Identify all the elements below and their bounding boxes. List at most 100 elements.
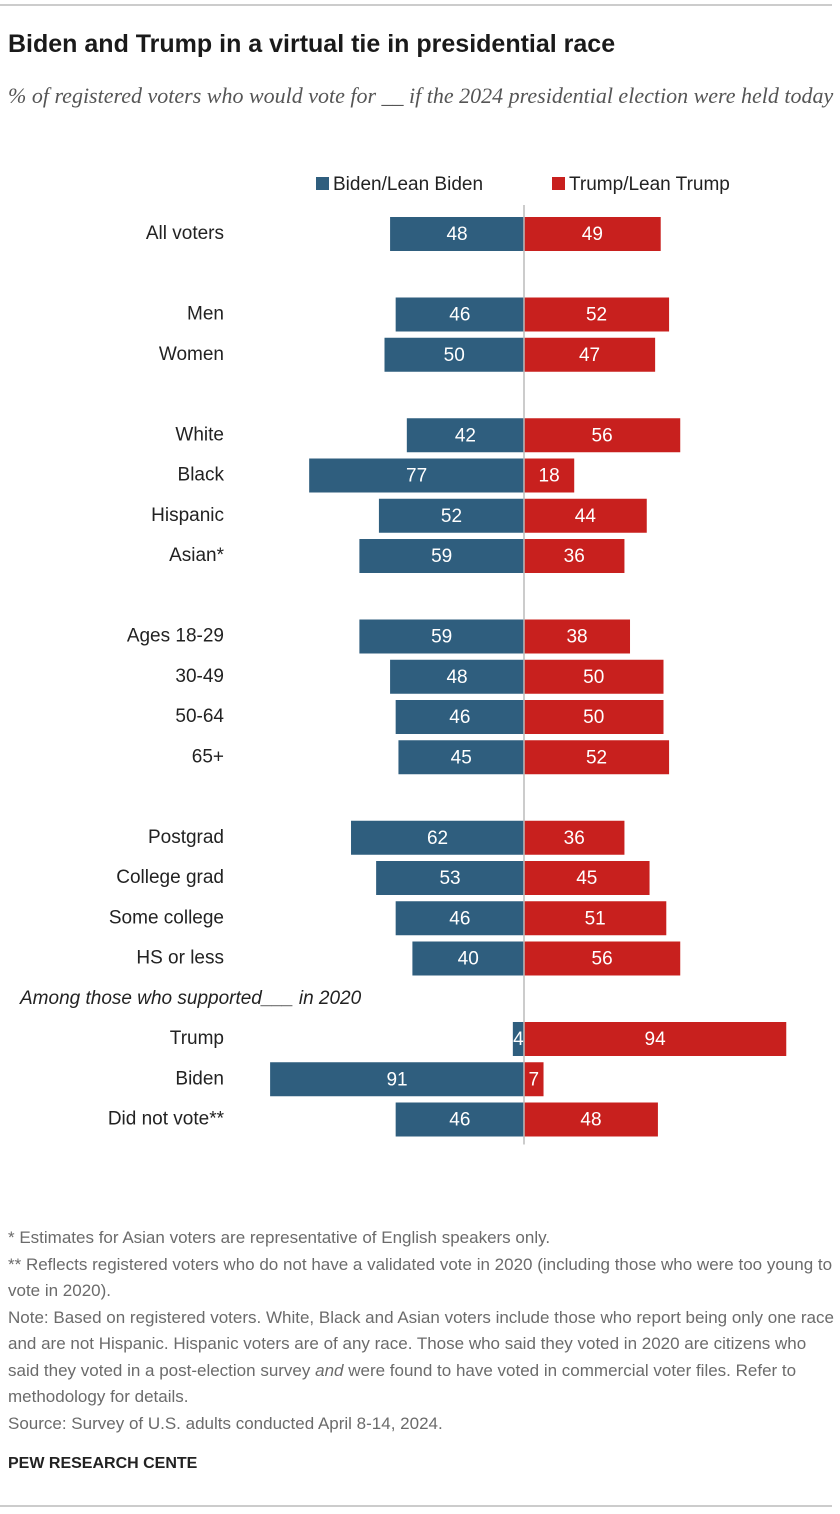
- legend-swatch: [552, 177, 565, 190]
- value-label: 59: [431, 627, 452, 648]
- value-label: 45: [576, 868, 597, 889]
- bar: [406, 418, 524, 453]
- value-label: 40: [458, 949, 479, 970]
- category-label: Women: [159, 344, 224, 365]
- value-label: 38: [566, 627, 587, 648]
- bar: [524, 498, 647, 533]
- value-label: 56: [592, 949, 613, 970]
- legend-label: Biden/Lean Biden: [333, 174, 483, 195]
- value-label: 4: [513, 1029, 524, 1050]
- bar: [524, 820, 625, 855]
- bar: [412, 941, 524, 976]
- value-label: 51: [585, 908, 606, 929]
- value-label: 44: [575, 506, 597, 527]
- value-label: 49: [582, 224, 603, 245]
- bar: [376, 861, 524, 895]
- bar: [524, 1102, 658, 1137]
- category-label: Men: [187, 304, 224, 325]
- bar: [270, 1062, 524, 1097]
- bar: [524, 1062, 544, 1097]
- bar: [395, 1102, 524, 1137]
- bar: [390, 217, 524, 251]
- category-label: Ages 18-29: [127, 626, 224, 647]
- value-label: 48: [580, 1110, 601, 1131]
- category-label: Biden: [175, 1068, 224, 1089]
- value-label: 47: [579, 345, 600, 366]
- value-label: 59: [431, 546, 452, 567]
- value-label: 52: [586, 747, 607, 768]
- bar: [524, 297, 670, 332]
- bar: [524, 941, 681, 976]
- bar: [524, 700, 664, 734]
- bar: [395, 901, 524, 936]
- value-label: 42: [455, 425, 476, 446]
- footnote: * Estimates for Asian voters are represe…: [8, 1228, 551, 1247]
- category-label: Hispanic: [151, 505, 224, 526]
- bar: [524, 861, 650, 895]
- bar: [524, 740, 670, 775]
- note: Note: Based on registered voters. White,…: [8, 1305, 836, 1411]
- chart-title: Biden and Trump in a virtual tie in pres…: [8, 30, 616, 58]
- value-label: 46: [449, 908, 470, 929]
- bar: [384, 337, 524, 372]
- bar: [524, 659, 664, 694]
- value-label: 52: [441, 506, 462, 527]
- bar: [524, 418, 681, 453]
- legend-swatch: [316, 177, 329, 190]
- note-italic: and: [315, 1360, 344, 1380]
- bar: [395, 297, 524, 332]
- bar: [309, 458, 524, 493]
- category-label: 50-64: [175, 706, 224, 727]
- value-label: 36: [564, 828, 585, 849]
- category-label: Some college: [109, 907, 224, 928]
- category-label: Postgrad: [148, 827, 224, 848]
- bar: [524, 1022, 787, 1056]
- category-label: HS or less: [136, 948, 224, 969]
- value-label: 48: [446, 667, 467, 688]
- category-label: Black: [178, 465, 225, 486]
- value-label: 52: [586, 305, 607, 326]
- bar: [398, 740, 524, 775]
- bar: [524, 337, 656, 372]
- section-label: Among those who supported___ in 2020: [19, 988, 362, 1009]
- value-label: 46: [449, 1110, 470, 1131]
- category-label: College grad: [116, 867, 224, 888]
- value-label: 77: [406, 466, 427, 487]
- value-label: 7: [528, 1069, 539, 1090]
- value-label: 18: [539, 466, 560, 487]
- note-text: were found to have voted in commercial v…: [8, 1360, 797, 1407]
- bar: [351, 820, 524, 855]
- value-label: 48: [446, 224, 467, 245]
- value-label: 50: [583, 707, 604, 728]
- bar: [524, 217, 661, 251]
- bar: [359, 619, 524, 654]
- bar: [524, 901, 667, 936]
- bar: [395, 700, 524, 734]
- category-label: White: [175, 424, 224, 445]
- bar: [390, 659, 524, 694]
- bar: [524, 619, 631, 654]
- category-label: All voters: [146, 223, 224, 244]
- category-label: 30-49: [175, 666, 224, 687]
- value-label: 53: [439, 868, 460, 889]
- category-label: 65+: [192, 746, 224, 767]
- bar: [524, 458, 575, 493]
- value-label: 50: [583, 667, 604, 688]
- category-label: Asian*: [169, 545, 225, 566]
- note-text: Note: Based on registered voters. White,…: [8, 1307, 834, 1380]
- bar: [524, 539, 625, 573]
- brand: PEW RESEARCH CENTE: [8, 1455, 198, 1472]
- value-label: 62: [427, 828, 448, 849]
- value-label: 45: [451, 747, 472, 768]
- value-label: 94: [645, 1029, 667, 1050]
- category-label: Did not vote**: [108, 1109, 225, 1130]
- value-label: 46: [449, 305, 470, 326]
- bar: [378, 498, 524, 533]
- value-label: 36: [564, 546, 585, 567]
- category-label: Trump: [170, 1028, 224, 1049]
- chart-subtitle: % of registered voters who would vote fo…: [8, 83, 834, 108]
- value-label: 91: [386, 1069, 407, 1090]
- value-label: 56: [592, 425, 613, 446]
- bar: [512, 1022, 524, 1056]
